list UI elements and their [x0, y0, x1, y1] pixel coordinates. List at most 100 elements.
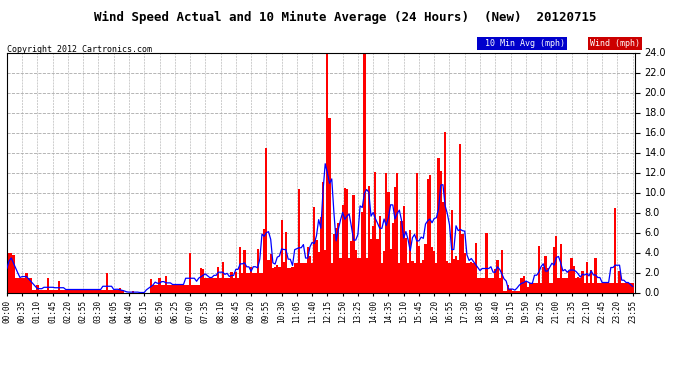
Bar	[440, 171, 442, 292]
Bar	[446, 261, 448, 292]
Bar	[420, 262, 422, 292]
Bar	[505, 291, 507, 292]
Bar	[255, 273, 257, 292]
Bar	[322, 182, 324, 292]
Bar	[257, 249, 259, 292]
Bar	[296, 262, 298, 292]
Bar	[248, 273, 250, 292]
Bar	[302, 262, 304, 292]
Bar	[435, 262, 437, 292]
Bar	[379, 216, 381, 292]
Bar	[180, 285, 182, 292]
Bar	[41, 290, 43, 292]
Bar	[252, 273, 255, 292]
Bar	[58, 280, 60, 292]
Bar	[527, 287, 529, 292]
Bar	[37, 285, 39, 292]
Bar	[562, 278, 564, 292]
Bar	[597, 282, 599, 292]
Bar	[400, 221, 402, 292]
Bar	[418, 246, 420, 292]
Bar	[468, 262, 470, 292]
Bar	[235, 272, 237, 292]
Bar	[560, 244, 562, 292]
Bar	[566, 278, 569, 292]
Bar	[608, 282, 610, 292]
Bar	[353, 195, 355, 292]
Bar	[65, 290, 67, 292]
Bar	[605, 282, 608, 292]
Bar	[558, 278, 560, 292]
Bar	[210, 278, 213, 292]
Bar	[582, 270, 584, 292]
Bar	[219, 278, 221, 292]
Bar	[337, 223, 339, 292]
Bar	[407, 262, 409, 292]
Bar	[206, 278, 208, 292]
Bar	[82, 290, 84, 292]
Bar	[52, 290, 54, 292]
Bar	[226, 278, 228, 292]
Bar	[601, 282, 603, 292]
Bar	[448, 262, 451, 292]
Bar	[342, 205, 344, 292]
Bar	[553, 247, 555, 292]
Bar	[285, 232, 287, 292]
Bar	[10, 252, 12, 292]
Bar	[101, 290, 104, 292]
Bar	[625, 282, 627, 292]
Bar	[546, 268, 549, 292]
Bar	[8, 252, 10, 292]
Bar	[433, 251, 435, 292]
Bar	[383, 251, 385, 292]
Bar	[494, 268, 496, 292]
Bar	[233, 278, 235, 292]
Bar	[84, 290, 86, 292]
Bar	[50, 290, 52, 292]
Bar	[39, 290, 41, 292]
Bar	[333, 234, 335, 292]
Bar	[511, 291, 514, 292]
Bar	[313, 207, 315, 292]
Bar	[237, 278, 239, 292]
Bar	[514, 291, 516, 292]
Bar	[172, 285, 174, 292]
Bar	[86, 290, 88, 292]
Bar	[200, 268, 202, 292]
Bar	[261, 273, 263, 292]
Bar	[283, 262, 285, 292]
Bar	[584, 282, 586, 292]
Bar	[544, 255, 546, 292]
Bar	[492, 278, 494, 292]
Bar	[88, 290, 91, 292]
Bar	[486, 232, 488, 292]
Bar	[361, 213, 364, 292]
Bar	[174, 285, 176, 292]
Bar	[460, 144, 462, 292]
Bar	[499, 278, 501, 292]
Bar	[213, 278, 215, 292]
Bar	[595, 258, 597, 292]
Bar	[26, 273, 28, 292]
Bar	[291, 267, 294, 292]
Bar	[518, 291, 520, 292]
Bar	[592, 282, 595, 292]
Bar	[590, 270, 592, 292]
Bar	[357, 258, 359, 292]
Bar	[47, 279, 50, 292]
Bar	[326, 53, 328, 292]
Bar	[30, 278, 32, 292]
Bar	[315, 240, 317, 292]
Bar	[402, 206, 405, 292]
Bar	[309, 256, 311, 292]
Bar	[529, 282, 531, 292]
Bar	[339, 258, 342, 292]
Bar	[411, 261, 413, 292]
Bar	[368, 186, 370, 292]
Bar	[348, 258, 351, 292]
Bar	[488, 278, 490, 292]
Bar	[455, 256, 457, 292]
Bar	[394, 188, 396, 292]
Bar	[351, 240, 353, 292]
Bar	[300, 262, 302, 292]
